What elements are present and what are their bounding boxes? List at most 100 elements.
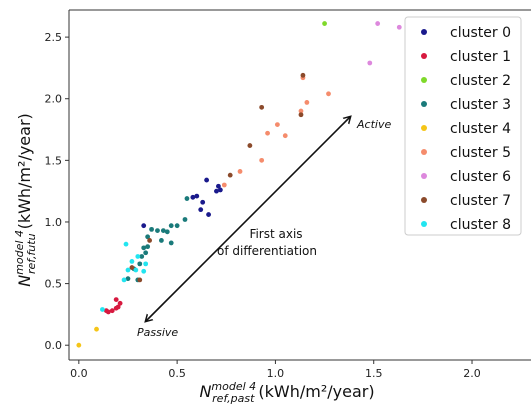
y-axis-label: Nmodel 4ref,futu (kWh/m²/year) (13, 113, 38, 287)
point-cluster-0 (194, 193, 200, 199)
x-tick-label: 2.0 (463, 367, 481, 380)
point-cluster-8 (133, 267, 139, 273)
legend-marker (421, 29, 427, 35)
point-cluster-6 (367, 60, 373, 66)
point-cluster-5 (265, 130, 270, 136)
differentiation-arrow (146, 117, 350, 321)
point-cluster-3 (184, 196, 190, 201)
y-tick-label: 1.5 (45, 154, 63, 167)
point-cluster-7 (137, 277, 143, 283)
axis-annotation-line1: First axis (249, 227, 302, 241)
point-cluster-8 (135, 254, 141, 259)
point-cluster-3 (168, 223, 174, 229)
y-label-sub: ref,futu (25, 233, 38, 274)
point-cluster-5 (274, 122, 280, 128)
point-cluster-7 (298, 112, 304, 118)
point-cluster-7 (247, 143, 253, 148)
point-cluster-3 (137, 261, 143, 267)
y-label-sup: model 4 (13, 230, 26, 275)
y-tick-label: 0.5 (45, 278, 63, 291)
point-cluster-8 (121, 277, 127, 283)
point-cluster-1 (105, 309, 111, 315)
y-tick-label: 0.0 (45, 339, 63, 352)
legend-label: cluster 2 (450, 73, 511, 89)
x-axis: 0.0 0.5 1.0 1.5 2.0 (70, 360, 481, 380)
point-cluster-3 (143, 250, 149, 256)
point-cluster-0 (206, 212, 211, 217)
point-cluster-7 (129, 265, 135, 270)
point-cluster-3 (145, 244, 151, 250)
point-cluster-3 (174, 223, 180, 229)
point-cluster-0 (204, 177, 210, 183)
point-cluster-5 (237, 169, 243, 174)
legend-label: cluster 7 (450, 193, 511, 209)
legend: cluster 0 cluster 1 cluster 2 cluster 3 clus… (404, 16, 522, 236)
x-tick-label: 0.0 (70, 367, 88, 380)
y-tick-label: 1.0 (45, 216, 63, 229)
y-tick-label: 2.0 (45, 93, 63, 106)
point-cluster-3 (139, 254, 145, 259)
point-cluster-6 (396, 24, 402, 30)
point-cluster-5 (221, 182, 227, 188)
point-cluster-5 (282, 133, 288, 139)
point-cluster-0 (198, 207, 204, 213)
y-label-base: N (15, 275, 34, 287)
point-cluster-5 (326, 91, 331, 97)
y-label-units: (kWh/m²/year) (15, 113, 34, 229)
point-cluster-6 (375, 21, 381, 26)
point-cluster-8 (129, 259, 135, 264)
point-cluster-8 (125, 267, 131, 273)
x-label-units: (kWh/m²/year) (258, 382, 374, 401)
point-cluster-1 (117, 300, 123, 306)
point-cluster-7 (227, 172, 233, 178)
legend-label: cluster 3 (450, 97, 511, 113)
svg-text:Nmodel 4ref,futu(kWh/m²/year): Nmodel 4ref,futu (kWh/m²/year) (13, 113, 38, 287)
legend-marker (421, 173, 427, 179)
x-label-sup: model 4 (211, 380, 256, 393)
point-cluster-0 (141, 223, 147, 229)
point-cluster-3 (168, 240, 174, 246)
point-cluster-1 (113, 297, 119, 303)
svg-text:Nmodel 4ref,past(kWh/m²/year): Nmodel 4 ref,past (kWh/m²/year) (199, 380, 374, 405)
point-cluster-0 (217, 187, 223, 193)
point-cluster-3 (164, 229, 170, 235)
point-cluster-7 (300, 72, 306, 78)
legend-label: cluster 4 (450, 121, 511, 137)
point-cluster-8 (123, 241, 129, 247)
point-cluster-3 (149, 226, 154, 232)
legend-marker (421, 125, 427, 131)
legend-marker (421, 101, 427, 107)
point-cluster-5 (304, 100, 310, 105)
legend-label: cluster 6 (450, 169, 511, 185)
y-axis: 0.0 0.5 1.0 1.5 2.0 2.5 (45, 31, 69, 352)
point-cluster-8 (100, 307, 105, 312)
passive-label: Passive (137, 326, 178, 339)
legend-label: cluster 8 (450, 217, 511, 233)
point-cluster-7 (147, 238, 153, 243)
y-tick-label: 2.5 (45, 31, 63, 44)
x-label-sub: ref,past (212, 392, 255, 405)
legend-marker (421, 197, 427, 203)
data-points (76, 21, 402, 348)
point-cluster-5 (298, 108, 304, 114)
x-axis-label: Nmodel 4 ref,past (kWh/m²/year) (199, 380, 374, 405)
axis-annotation-line2: of differentiation (217, 244, 317, 258)
point-cluster-3 (125, 276, 131, 282)
legend-box (404, 16, 522, 236)
legend-marker (421, 53, 427, 59)
x-tick-label: 1.5 (365, 367, 383, 380)
point-cluster-5 (259, 157, 265, 163)
x-tick-label: 0.5 (168, 367, 186, 380)
point-cluster-8 (143, 261, 149, 267)
x-tick-label: 1.0 (267, 367, 285, 380)
point-cluster-3 (155, 228, 160, 233)
point-cluster-8 (141, 268, 147, 274)
legend-marker (421, 221, 427, 227)
active-label: Active (356, 118, 391, 131)
plot-frame (68, 9, 531, 361)
point-cluster-3 (182, 217, 188, 222)
x-label-base: N (199, 382, 211, 401)
legend-label: cluster 5 (450, 145, 511, 161)
point-cluster-3 (159, 238, 164, 243)
